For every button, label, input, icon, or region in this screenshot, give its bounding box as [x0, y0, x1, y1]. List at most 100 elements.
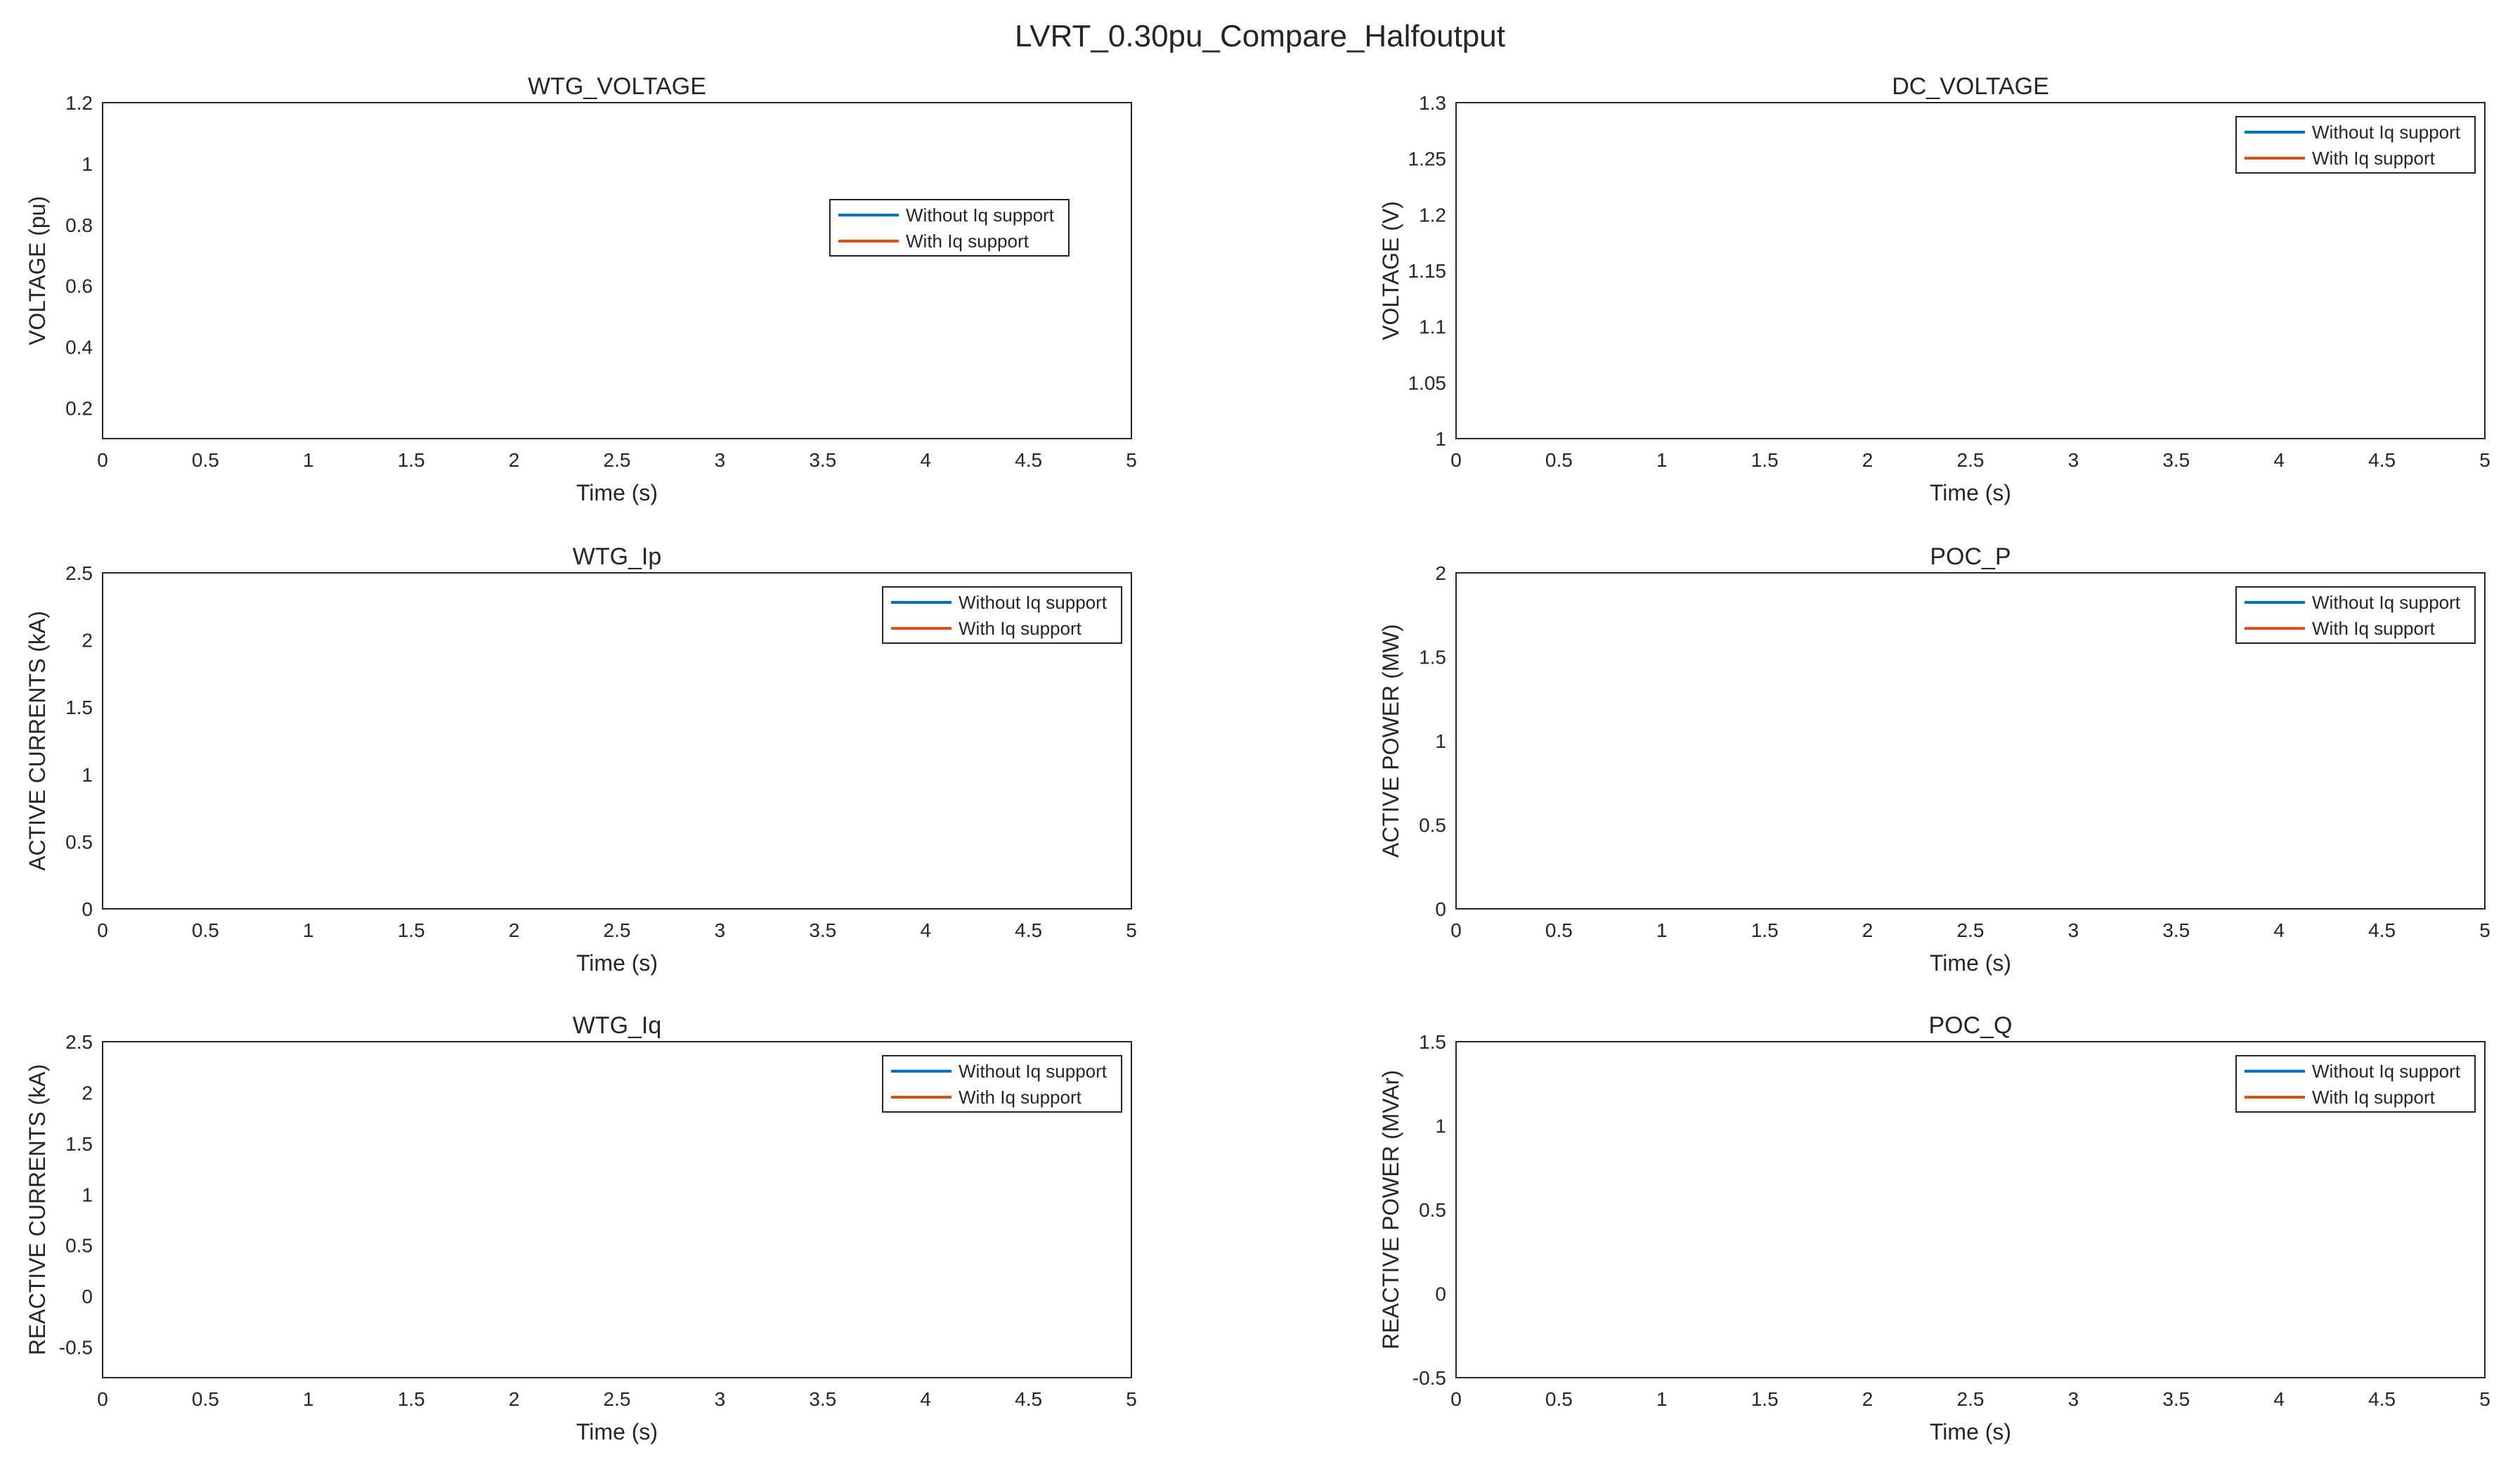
- x-tick-label: 2: [509, 449, 520, 471]
- x-tick-label: 0.5: [1545, 919, 1573, 941]
- x-tick-label: 2.5: [1957, 919, 1985, 941]
- x-tick-label: 4: [920, 1388, 931, 1410]
- legend-label: With Iq support: [959, 618, 1082, 639]
- y-axis-label: ACTIVE CURRENTS (kA): [25, 611, 50, 871]
- y-tick-label: 1.3: [1419, 92, 1446, 114]
- x-tick-label: 3: [715, 919, 726, 941]
- y-tick-label: 0.5: [65, 1235, 93, 1257]
- x-tick-label: 2: [509, 919, 520, 941]
- x-tick-label: 4.5: [1015, 919, 1042, 941]
- x-axis-label: Time (s): [1930, 1419, 2011, 1444]
- x-tick-label: 0: [97, 919, 108, 941]
- y-tick-label: 0: [1435, 1283, 1446, 1305]
- x-tick-label: 2.5: [1957, 449, 1985, 471]
- legend-label: With Iq support: [2312, 1087, 2436, 1108]
- y-tick-label: 1: [1435, 428, 1446, 450]
- plots-container: 0 0.5 1 1.5 2 2.5 3 3.5 4 4.5 5 0.2 0.4 0.6 0.8 1 1.2 WTG…: [25, 73, 2490, 1444]
- legend-box: [882, 1055, 1122, 1113]
- x-tick-label: 0: [97, 1388, 108, 1410]
- y-tick-label: 2: [82, 630, 93, 652]
- y-tick-label: 0.4: [65, 337, 93, 358]
- x-tick-label: 3.5: [809, 1388, 836, 1410]
- x-tick-label: 5: [1126, 449, 1137, 471]
- x-tick-label: 4: [2273, 919, 2285, 941]
- x-tick-label: 1: [1656, 1388, 1668, 1410]
- x-tick-label: 1.5: [398, 919, 425, 941]
- y-tick-label: 1.15: [1408, 260, 1447, 282]
- x-tick-label: 5: [2479, 1388, 2490, 1410]
- y-tick-label: 2: [1435, 562, 1446, 584]
- y-tick-label: 0: [1435, 898, 1446, 920]
- x-tick-label: 2: [1862, 1388, 1873, 1410]
- x-tick-label: 0.5: [1545, 449, 1573, 471]
- y-tick-label: 0.5: [65, 831, 93, 853]
- x-tick-label: 4.5: [2368, 449, 2396, 471]
- x-tick-label: 2: [1862, 919, 1873, 941]
- legend-box: [882, 586, 1122, 644]
- x-tick-label: 2.5: [604, 919, 631, 941]
- x-tick-label: 4: [920, 919, 931, 941]
- y-tick-label: 1.5: [1419, 647, 1446, 668]
- y-tick-label: 1.2: [1419, 204, 1446, 226]
- y-tick-label: -0.5: [59, 1337, 93, 1359]
- x-tick-label: 4.5: [2368, 1388, 2396, 1410]
- x-tick-label: 1.5: [398, 1388, 425, 1410]
- x-axis-label: Time (s): [1930, 950, 2011, 976]
- y-tick-label: 1.2: [65, 92, 93, 114]
- legend-label: Without Iq support: [2312, 1061, 2461, 1082]
- y-axis-label: ACTIVE POWER (MW): [1378, 624, 1403, 858]
- subplot-3: 0 0.5 1 1.5 2 2.5 3 3.5 4 4.5 5 0 0.5 1 1.5 2 2.5 WTG_Ip T…: [25, 543, 1137, 976]
- legend-label: Without Iq support: [2312, 122, 2461, 143]
- x-tick-label: 1: [303, 449, 314, 471]
- y-tick-label: 2.5: [65, 562, 93, 584]
- axes-title: WTG_VOLTAGE: [528, 73, 706, 100]
- x-tick-label: 1: [303, 1388, 314, 1410]
- subplot-4: 0 0.5 1 1.5 2 2.5 3 3.5 4 4.5 5 0 0.5 1 1.5 2 POC_P Time …: [1378, 543, 2490, 976]
- axes-title: POC_Q: [1928, 1012, 2012, 1039]
- axes-title: WTG_Iq: [573, 1012, 662, 1039]
- y-tick-label: 1: [82, 153, 93, 175]
- x-tick-label: 3: [2068, 919, 2079, 941]
- y-tick-label: 1.25: [1408, 148, 1447, 170]
- legend: Without Iq support With Iq support: [882, 1055, 1122, 1113]
- y-axis-label: REACTIVE CURRENTS (kA): [25, 1064, 50, 1355]
- subplot-5: 0 0.5 1 1.5 2 2.5 3 3.5 4 4.5 5 -0.5 0 0.5 1 1.5 2 2.5 WTG…: [25, 1012, 1137, 1444]
- x-tick-label: 1.5: [1751, 919, 1779, 941]
- y-axis-label: VOLTAGE (pu): [25, 196, 50, 345]
- legend: Without Iq support With Iq support: [2235, 1055, 2476, 1113]
- x-tick-label: 3.5: [809, 919, 836, 941]
- y-tick-label: 1.5: [1419, 1031, 1446, 1053]
- x-tick-label: 0.5: [1545, 1388, 1573, 1410]
- x-tick-label: 5: [2479, 919, 2490, 941]
- legend-box: [2235, 1055, 2476, 1113]
- y-axis-label: REACTIVE POWER (MVAr): [1378, 1070, 1403, 1350]
- y-tick-label: 0.5: [1419, 815, 1446, 836]
- x-tick-label: 4: [2273, 1388, 2285, 1410]
- y-tick-label: 1: [1435, 730, 1446, 752]
- x-tick-label: 2: [509, 1388, 520, 1410]
- y-tick-label: 0: [82, 1286, 93, 1307]
- y-tick-label: 1.5: [65, 697, 93, 718]
- axes-title: WTG_Ip: [573, 543, 662, 570]
- y-tick-label: 2: [82, 1082, 93, 1104]
- subplot-1: 0 0.5 1 1.5 2 2.5 3 3.5 4 4.5 5 0.2 0.4 0.6 0.8 1 1.2 WTG…: [25, 73, 1137, 505]
- legend-label: With Iq support: [2312, 618, 2436, 639]
- legend-label: With Iq support: [2312, 148, 2436, 169]
- x-tick-label: 3.5: [809, 449, 836, 471]
- y-tick-label: 1.1: [1419, 316, 1446, 338]
- x-axis-label: Time (s): [1930, 480, 2011, 505]
- legend-label: Without Iq support: [2312, 592, 2461, 613]
- x-tick-label: 0: [1450, 449, 1462, 471]
- y-tick-label: 0.5: [1419, 1199, 1446, 1221]
- x-tick-label: 3: [2068, 449, 2079, 471]
- x-tick-label: 1: [303, 919, 314, 941]
- legend-label: With Iq support: [906, 231, 1030, 252]
- x-tick-label: 1: [1656, 449, 1668, 471]
- x-tick-label: 0.5: [192, 919, 219, 941]
- x-tick-label: 3: [2068, 1388, 2079, 1410]
- x-tick-label: 3.5: [2162, 919, 2190, 941]
- subplot-2: 0 0.5 1 1.5 2 2.5 3 3.5 4 4.5 5 1 1.05 1.1 1.15 1.2 1.25…: [1378, 73, 2490, 505]
- x-tick-label: 3: [715, 1388, 726, 1410]
- x-tick-label: 0.5: [192, 1388, 219, 1410]
- axes-title: DC_VOLTAGE: [1892, 73, 2049, 100]
